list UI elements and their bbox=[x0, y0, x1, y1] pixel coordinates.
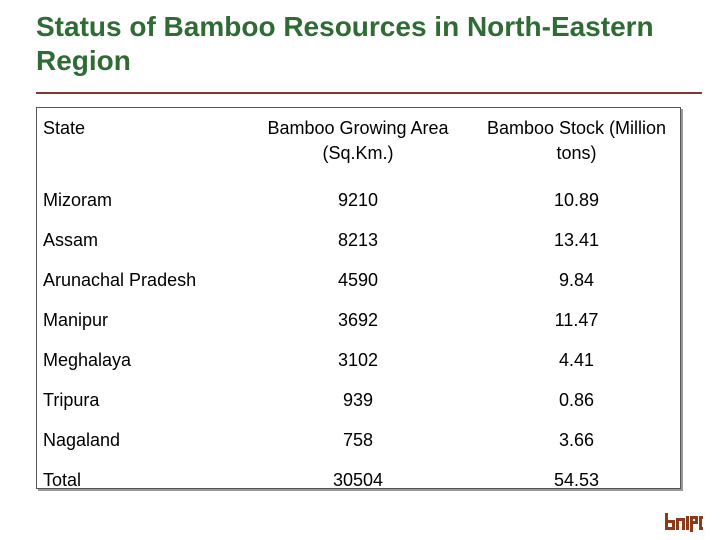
cell-stock: 54.53 bbox=[553, 469, 600, 490]
title-divider bbox=[36, 92, 702, 94]
header-stock: Bamboo Stock (Million tons) bbox=[486, 118, 667, 163]
cell-area: 4590 bbox=[337, 269, 379, 290]
table-row-total: Total 30504 54.53 bbox=[37, 460, 680, 500]
cell-state: Nagaland bbox=[43, 429, 121, 450]
cell-state: Manipur bbox=[43, 309, 109, 330]
cell-stock: 13.41 bbox=[553, 229, 600, 250]
cell-stock: 4.41 bbox=[558, 349, 595, 370]
header-area: Bamboo Growing Area (Sq.Km.) bbox=[267, 118, 449, 163]
cell-state: Assam bbox=[43, 229, 99, 250]
cell-stock: 10.89 bbox=[553, 189, 600, 210]
cell-area: 9210 bbox=[337, 189, 379, 210]
cell-state: Arunachal Pradesh bbox=[43, 269, 197, 290]
table-row: Nagaland 758 3.66 bbox=[37, 420, 680, 460]
cell-area: 3102 bbox=[337, 349, 379, 370]
table-row: Mizoram 9210 10.89 bbox=[37, 180, 680, 220]
table-row: Arunachal Pradesh 4590 9.84 bbox=[37, 260, 680, 300]
cell-area: 758 bbox=[342, 429, 374, 450]
data-table-container: State Bamboo Growing Area (Sq.Km.) Bambo… bbox=[36, 107, 681, 490]
table-row: Meghalaya 3102 4.41 bbox=[37, 340, 680, 380]
table-header-row: State Bamboo Growing Area (Sq.Km.) Bambo… bbox=[37, 108, 680, 180]
slide-title: Status of Bamboo Resources in North-East… bbox=[36, 11, 654, 76]
bamboo-resources-table: State Bamboo Growing Area (Sq.Km.) Bambo… bbox=[37, 108, 680, 500]
cell-state: Meghalaya bbox=[43, 349, 132, 370]
cell-stock: 9.84 bbox=[558, 269, 595, 290]
cell-stock: 11.47 bbox=[554, 309, 599, 330]
cell-area: 3692 bbox=[337, 309, 379, 330]
cell-state: Mizoram bbox=[43, 189, 113, 210]
cell-area: 939 bbox=[342, 389, 374, 410]
cell-area: 8213 bbox=[337, 229, 379, 250]
table-row: Tripura 939 0.86 bbox=[37, 380, 680, 420]
cell-state: Total bbox=[43, 469, 82, 490]
table-row: Manipur 3692 11.47 bbox=[37, 300, 680, 340]
cell-area: 30504 bbox=[332, 469, 384, 490]
company-logo-icon bbox=[665, 513, 703, 532]
cell-stock: 0.86 bbox=[558, 389, 595, 410]
header-state: State bbox=[43, 118, 86, 138]
cell-stock: 3.66 bbox=[558, 429, 595, 450]
cell-state: Tripura bbox=[43, 389, 100, 410]
table-row: Assam 8213 13.41 bbox=[37, 220, 680, 260]
